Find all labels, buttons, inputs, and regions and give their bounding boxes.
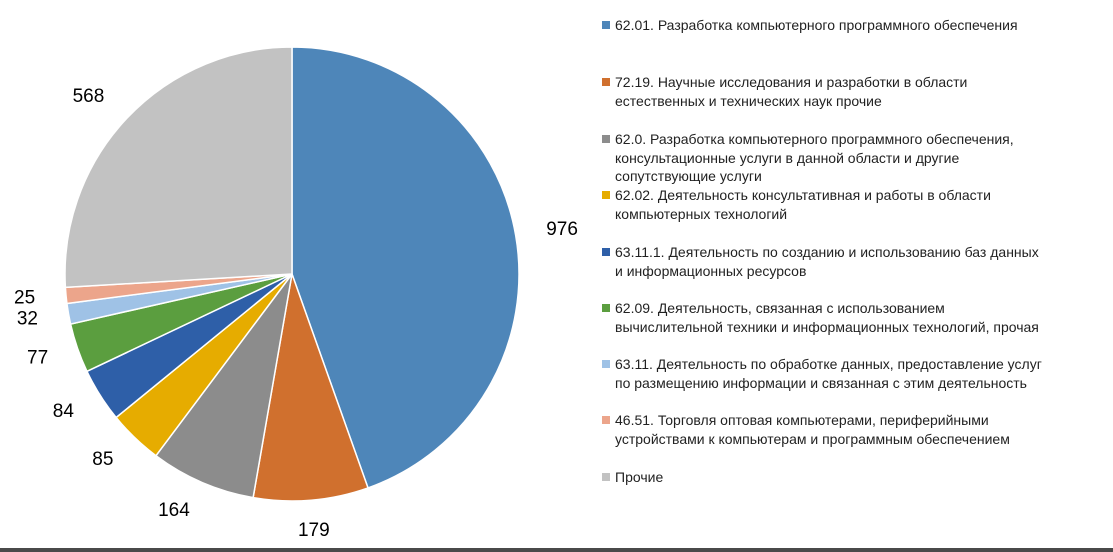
pie-slice-1 <box>252 271 369 502</box>
legend-swatch <box>602 21 610 29</box>
legend-label: 72.19. Научные исследования и разработки… <box>615 74 968 109</box>
legend-label: 62.01. Разработка компьютерного программ… <box>615 17 1018 33</box>
legend-label: 62.09. Деятельность, связанная с использ… <box>615 300 1039 335</box>
legend-label: 62.02. Деятельность консультативная и ра… <box>615 187 991 222</box>
chart-legend: 62.01. Разработка компьютерного программ… <box>602 0 1110 500</box>
legend-label: 63.11. Деятельность по обработке данных,… <box>615 356 1042 391</box>
legend-swatch <box>602 248 610 256</box>
pie-slice-0 <box>291 46 520 489</box>
legend-label: 63.11.1. Деятельность по созданию и испо… <box>615 244 1039 279</box>
slice-value-label-1: 179 <box>298 520 330 541</box>
legend-label: 62.0. Разработка компьютерного программн… <box>615 131 1014 184</box>
pie-slice-2 <box>154 273 293 499</box>
legend-label: Прочие <box>615 469 664 485</box>
legend-swatch <box>602 416 610 424</box>
slice-value-label-4: 84 <box>53 401 75 422</box>
legend-swatch <box>602 191 610 199</box>
legend-swatch <box>602 473 610 481</box>
legend-swatch <box>602 78 610 86</box>
slice-value-label-0: 976 <box>546 219 578 240</box>
bottom-border <box>0 548 1113 552</box>
legend-label: 46.51. Торговля оптовая компьютерами, пе… <box>615 412 1010 447</box>
legend-swatch <box>602 360 610 368</box>
legend-swatch <box>602 135 610 143</box>
pie-slice-8 <box>64 46 293 289</box>
slice-value-label-5: 77 <box>27 347 48 368</box>
slice-value-label-2: 164 <box>158 500 190 521</box>
slice-value-label-3: 85 <box>92 449 113 470</box>
slice-value-label-8: 568 <box>73 86 105 107</box>
slice-value-label-7: 25 <box>14 287 35 308</box>
legend-swatch <box>602 304 610 312</box>
slice-value-label-6: 32 <box>17 308 38 329</box>
